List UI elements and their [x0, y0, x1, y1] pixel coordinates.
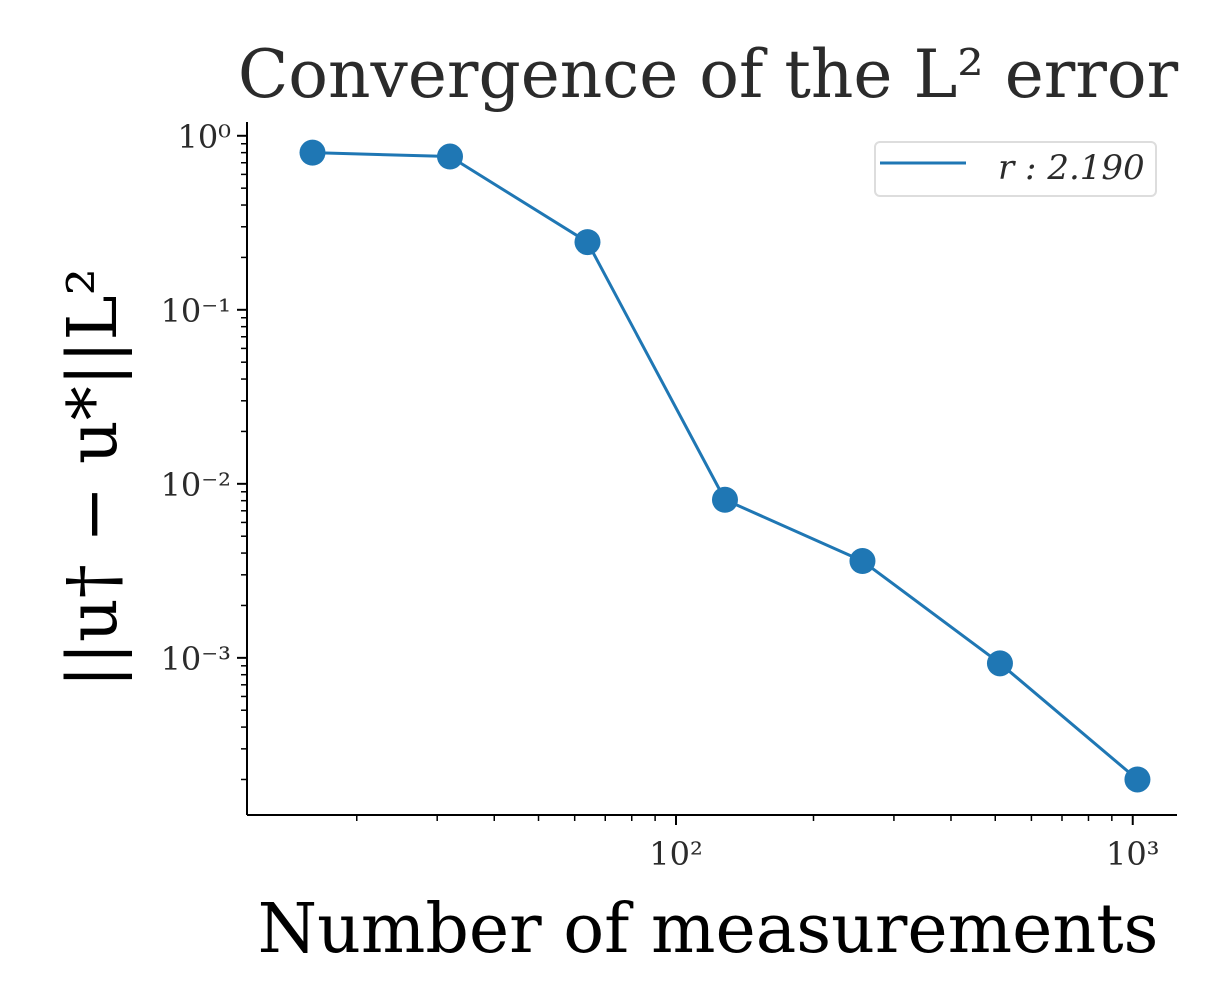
- y-axis-label: ||u† − u*||L²: [54, 268, 133, 688]
- chart-title: Convergence of the L² error: [238, 36, 1179, 113]
- legend-label: r : 2.190: [998, 148, 1145, 188]
- axis-ticks: [237, 134, 1134, 825]
- data-point-64: [574, 229, 601, 256]
- x-axis-label: Number of measurements: [258, 890, 1159, 969]
- x-tick-label-100: 10²: [649, 835, 703, 873]
- data-point-16: [299, 139, 326, 166]
- data-point-512: [986, 650, 1013, 677]
- data-point-32: [436, 143, 463, 170]
- series-line-0: [312, 151, 1139, 781]
- data-point-128: [711, 486, 738, 513]
- data-point-1024: [1124, 766, 1151, 793]
- x-tick-label-1000: 10³: [1106, 835, 1160, 873]
- y-tick-label-0.1: 10⁻¹: [161, 292, 231, 330]
- data-point-256: [849, 548, 876, 575]
- series-layer: [299, 139, 1151, 793]
- tick-labels: 10² 10³ 10⁰ 10⁻¹ 10⁻² 10⁻³: [161, 118, 1160, 873]
- y-tick-label-0.01: 10⁻²: [161, 466, 231, 504]
- legend-box: [874, 141, 1157, 197]
- y-tick-label-1: 10⁰: [177, 118, 231, 156]
- legend: r : 2.190: [874, 141, 1157, 197]
- y-tick-label-0.001: 10⁻³: [161, 640, 231, 678]
